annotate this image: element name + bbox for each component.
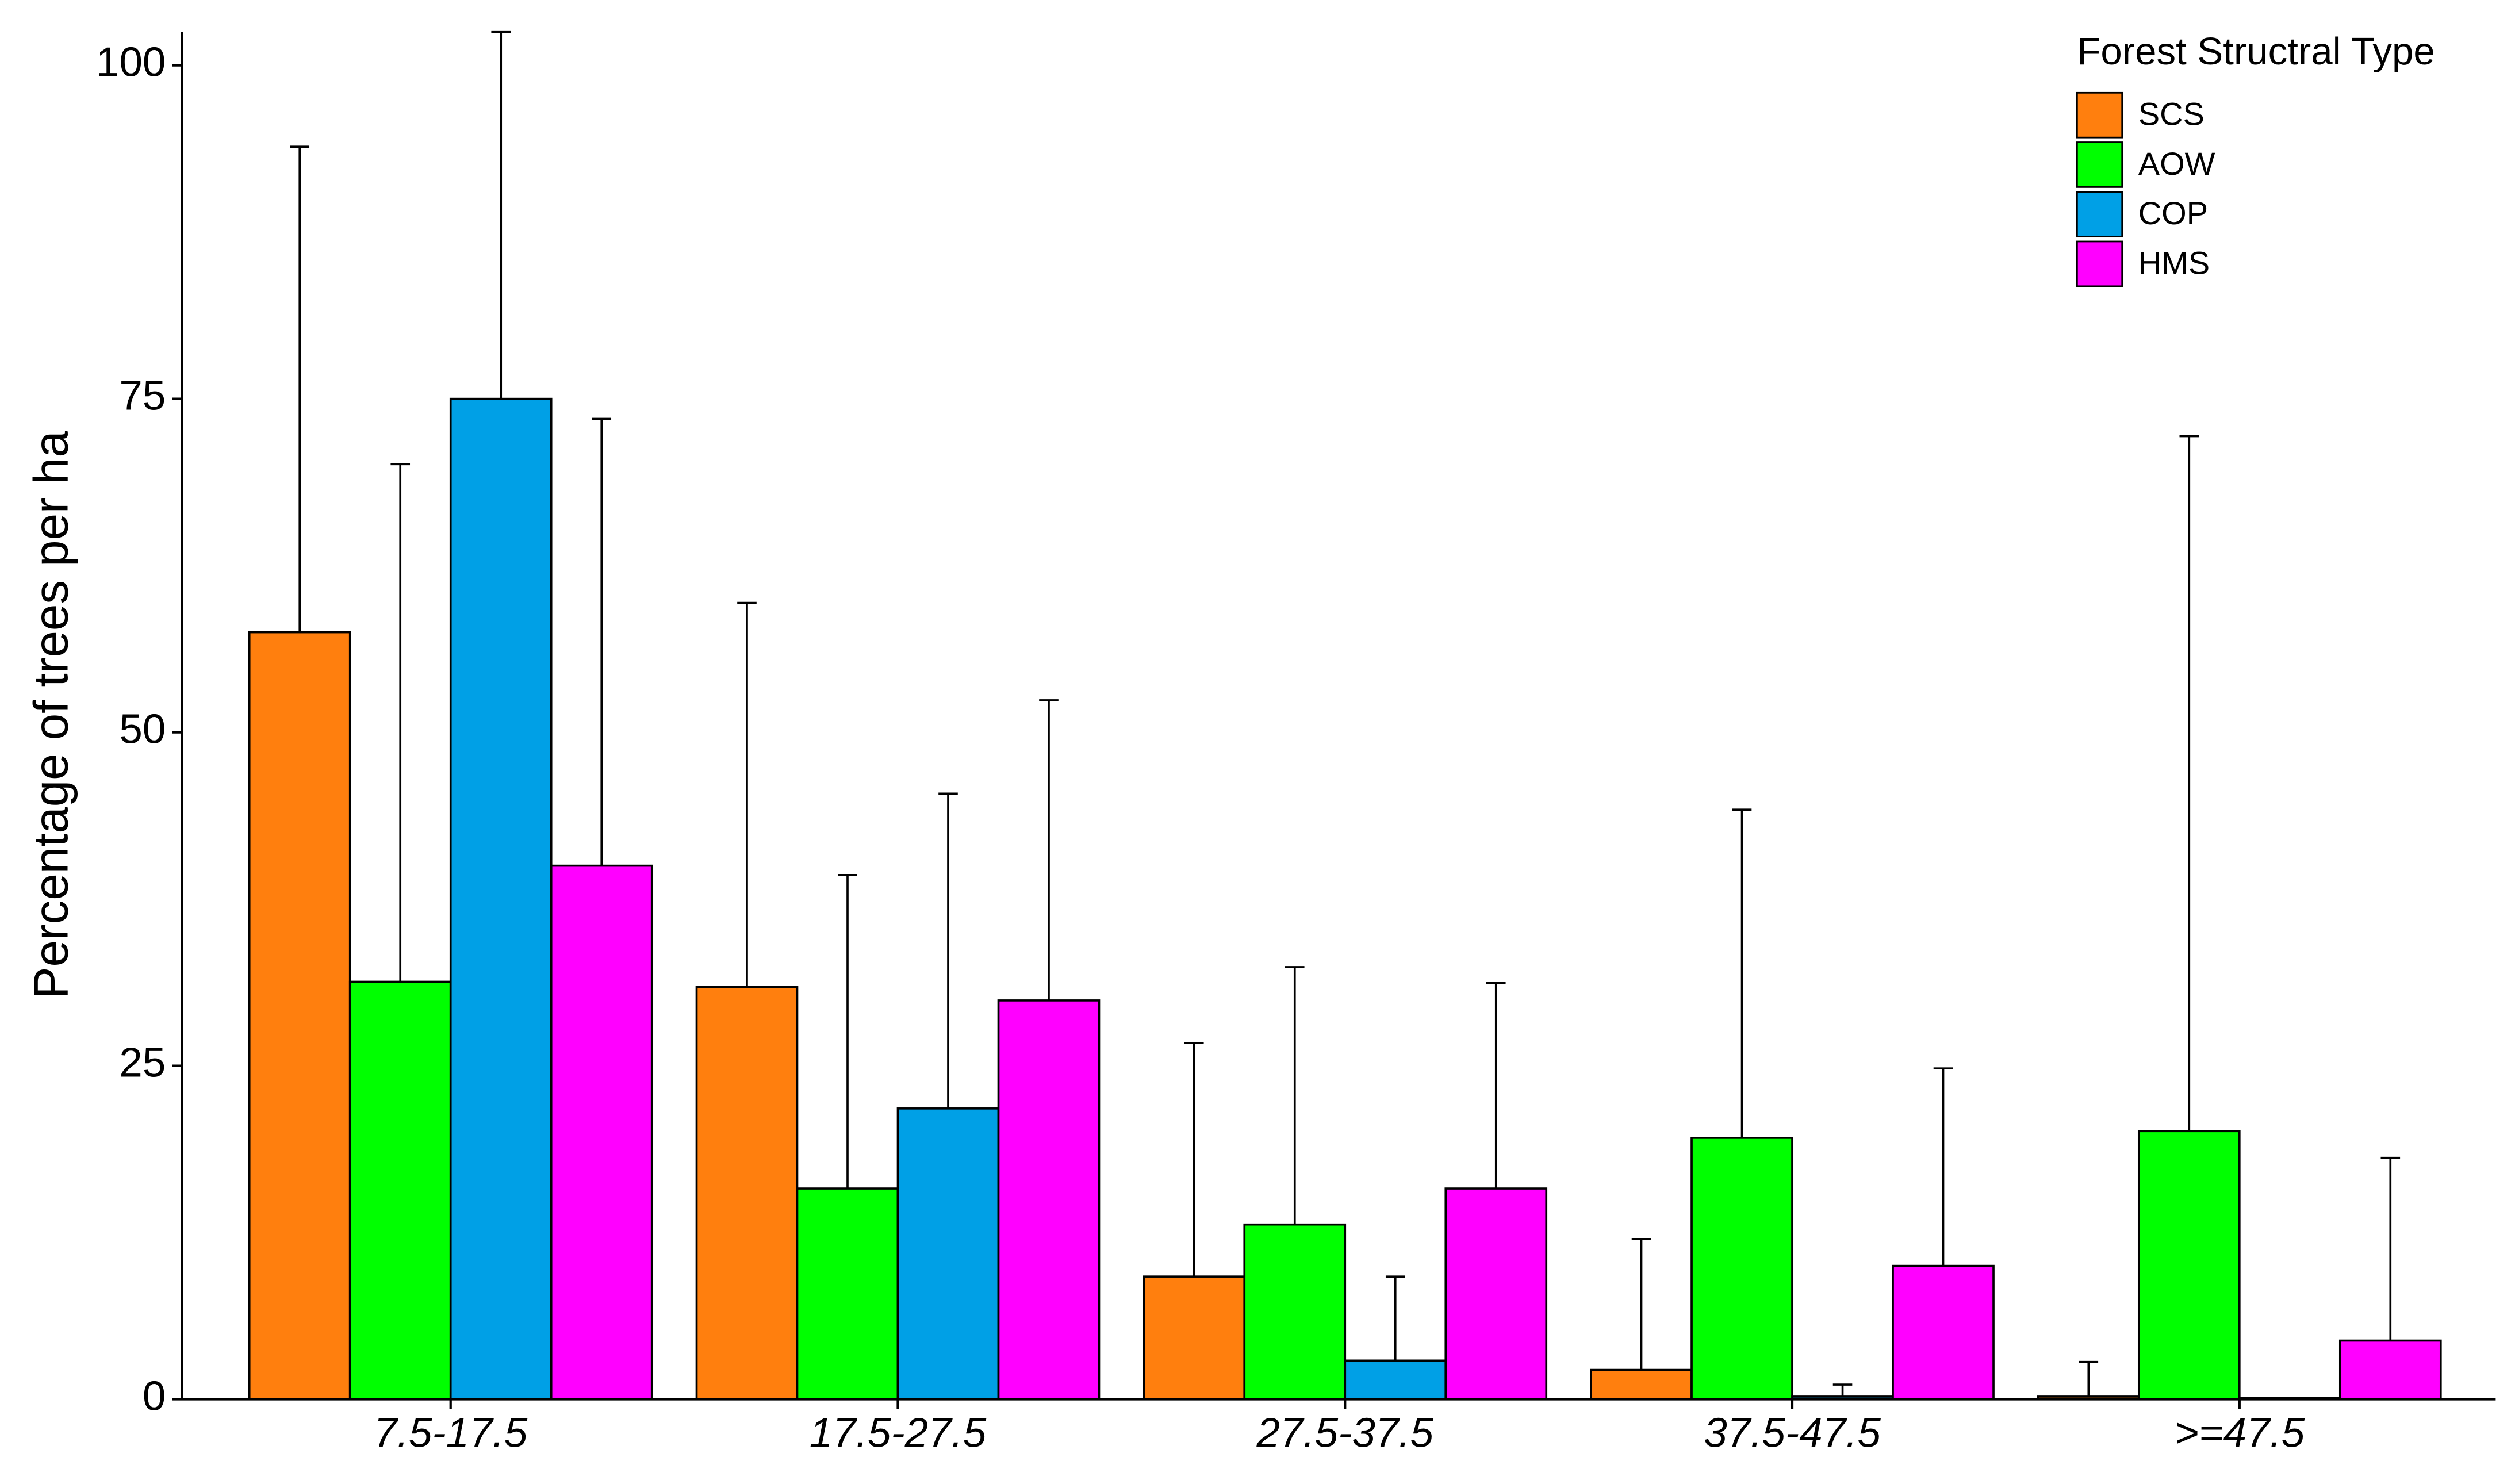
bar [896,1107,1000,1401]
legend-label: COP [2138,195,2208,231]
bar [2137,1130,2241,1401]
bar [1892,1264,1995,1401]
x-tick-label: 37.5-47.5 [1704,1410,1881,1456]
x-tick-label: 17.5-27.5 [810,1410,987,1456]
legend-swatch [2076,240,2123,287]
bar [1243,1223,1347,1401]
bar [2037,1395,2140,1401]
bar [1791,1395,1894,1401]
bar [1143,1275,1246,1401]
legend-swatch [2076,191,2123,238]
bar [449,397,553,1401]
legend-swatch [2076,141,2123,188]
bar [997,999,1101,1401]
x-tick-label: 27.5-37.5 [1256,1410,1433,1456]
y-tick-label: 0 [143,1373,166,1420]
bar [2238,1397,2341,1401]
legend-label: SCS [2138,96,2205,132]
x-tick-label: >=47.5 [2174,1410,2305,1456]
legend-title: Forest Structral Type [2077,30,2435,73]
y-tick-label: 75 [119,373,166,419]
legend-swatch [2076,91,2123,139]
bar [248,631,351,1401]
legend-label: AOW [2138,145,2215,182]
bar [1690,1137,1793,1401]
bar [796,1187,899,1401]
x-tick-label: 7.5-17.5 [374,1410,528,1456]
bar [550,864,653,1401]
bar [1444,1187,1548,1401]
bar [348,980,452,1401]
legend-label: HMS [2138,245,2210,281]
bar [2338,1339,2442,1401]
y-tick-label: 100 [96,39,166,86]
y-tick-label: 25 [119,1040,166,1086]
bar [695,986,799,1401]
bar [1344,1359,1447,1401]
y-tick-label: 50 [119,706,166,753]
y-axis-title: Percentage of trees per ha [24,431,78,999]
bar [1590,1368,1693,1401]
